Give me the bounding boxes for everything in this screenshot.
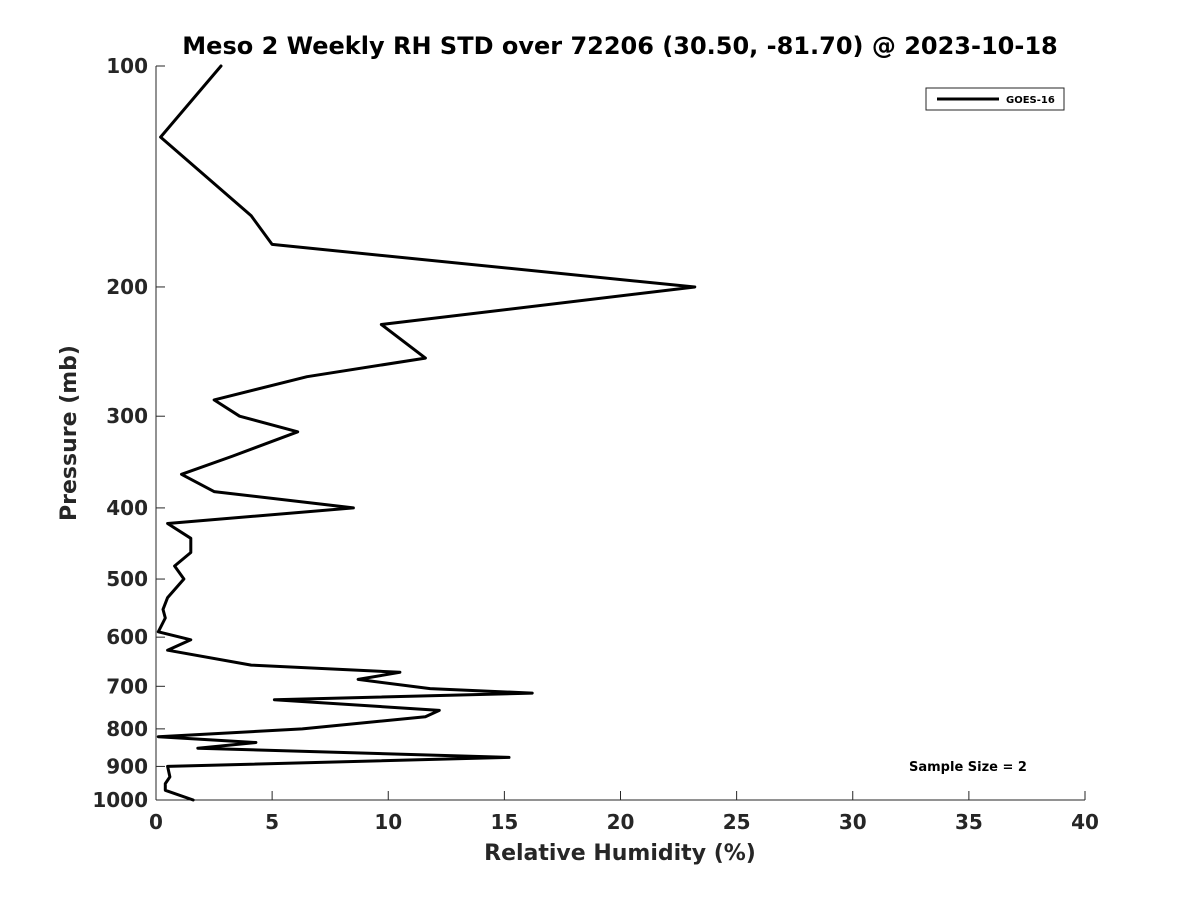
- x-tick-label: 15: [490, 810, 518, 834]
- x-tick-label: 20: [607, 810, 635, 834]
- x-tick-label: 0: [149, 810, 163, 834]
- y-tick-label: 800: [106, 717, 148, 741]
- x-tick-label: 35: [955, 810, 983, 834]
- y-ticks: 100 200 300 400 500 600 700 800 900 1000: [92, 54, 165, 812]
- x-ticks: 0 5 10 15 20 25 30 35 40: [149, 791, 1099, 834]
- y-axis-label: Pressure (mb): [57, 345, 82, 521]
- y-tick-label: 100: [106, 54, 148, 78]
- y-tick-label: 600: [106, 625, 148, 649]
- legend: GOES-16: [925, 87, 1065, 111]
- legend-label: GOES-16: [1006, 95, 1055, 106]
- series-layer: [156, 64, 697, 802]
- y-tick-label: 700: [106, 674, 148, 698]
- series-line-goes-16: [156, 64, 697, 802]
- y-tick-label: 200: [106, 275, 148, 299]
- x-tick-label: 5: [265, 810, 279, 834]
- x-axis-label: Relative Humidity (%): [484, 841, 756, 866]
- y-tick-label: 1000: [92, 788, 148, 812]
- y-tick-label: 900: [106, 754, 148, 778]
- sample-size-annotation: Sample Size = 2: [909, 760, 1027, 775]
- y-tick-label: 400: [106, 496, 148, 520]
- y-tick-label: 500: [106, 567, 148, 591]
- y-tick-label: 300: [106, 404, 148, 428]
- x-tick-label: 30: [839, 810, 867, 834]
- chart-title: Meso 2 Weekly RH STD over 72206 (30.50, …: [182, 32, 1057, 60]
- x-tick-label: 10: [374, 810, 402, 834]
- x-tick-label: 40: [1071, 810, 1099, 834]
- x-tick-label: 25: [723, 810, 751, 834]
